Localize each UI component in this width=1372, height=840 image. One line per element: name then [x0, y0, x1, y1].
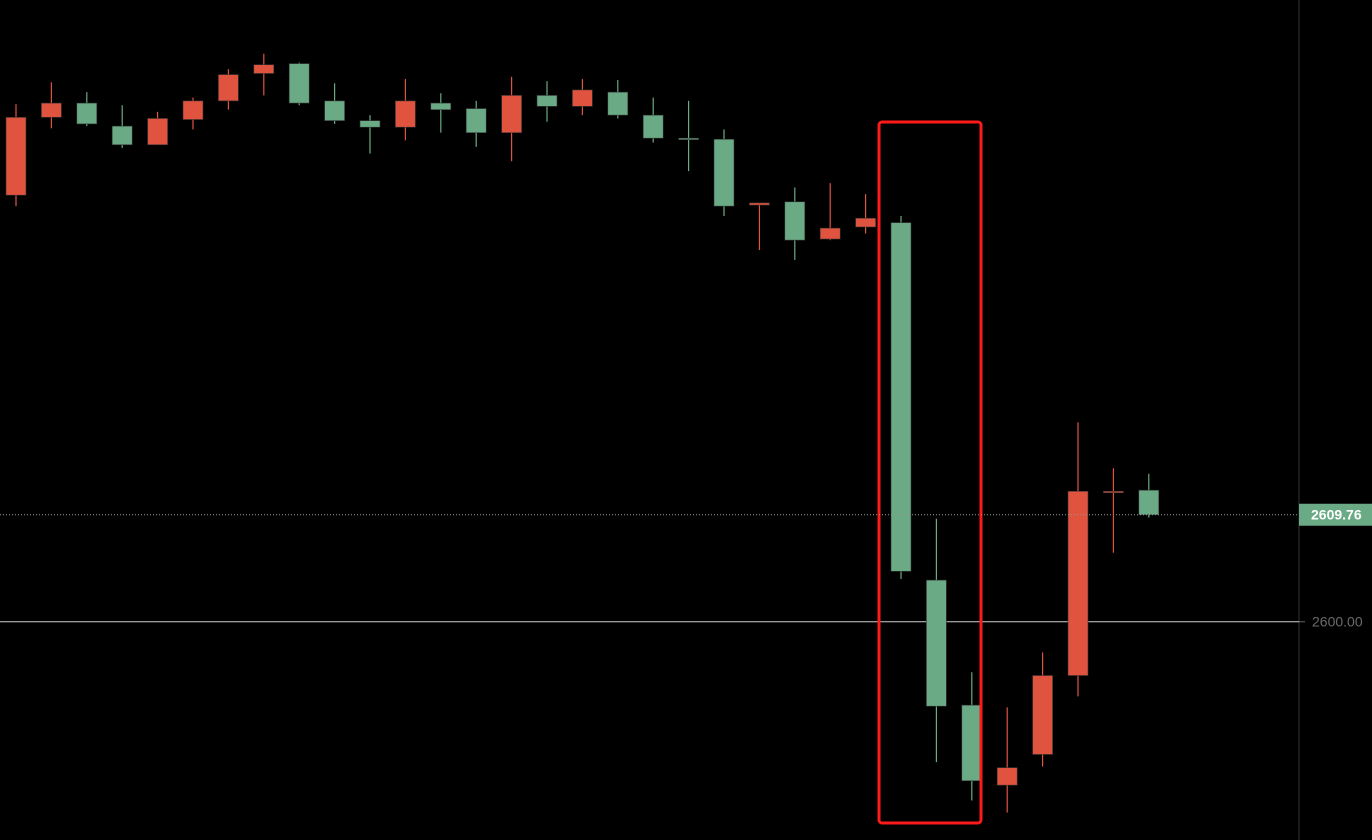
- candle-body: [1067, 490, 1089, 676]
- plot-area: [0, 53, 1299, 813]
- candle-body: [324, 100, 345, 121]
- y-tick-label: 2600.00: [1312, 613, 1363, 629]
- highlight-box: [877, 120, 983, 825]
- candle-body: [678, 137, 699, 140]
- last-price-label: 2609.76: [1311, 506, 1362, 522]
- candle-body: [536, 95, 558, 107]
- candle-body: [1103, 490, 1124, 494]
- candle-body: [430, 102, 452, 110]
- candle-body: [819, 227, 841, 240]
- candle-body: [996, 767, 1018, 786]
- candle-body: [5, 117, 27, 196]
- candle-body: [182, 100, 204, 120]
- candle-body: [855, 217, 876, 228]
- candle-body: [926, 579, 947, 707]
- candle-body: [41, 102, 62, 118]
- last-price-badge: [1299, 503, 1372, 526]
- candle-body: [218, 74, 239, 102]
- candle-body: [147, 118, 168, 146]
- candle-body: [76, 102, 98, 125]
- candle-body: [359, 120, 381, 128]
- candle-body: [749, 202, 770, 206]
- candle-body: [288, 63, 310, 104]
- candle-body: [111, 125, 133, 146]
- candle-body: [501, 95, 522, 133]
- candle-body: [784, 201, 806, 241]
- candle-body: [642, 114, 664, 139]
- candle-body: [961, 704, 983, 782]
- candle-body: [607, 91, 629, 116]
- candle-body: [890, 222, 912, 572]
- candle-body: [572, 89, 593, 107]
- candle-body: [1138, 489, 1160, 516]
- candle-body: [253, 64, 275, 74]
- candle-body: [465, 108, 487, 133]
- candle-body: [1032, 675, 1053, 755]
- candle-body: [395, 100, 416, 128]
- candle-body: [713, 138, 735, 207]
